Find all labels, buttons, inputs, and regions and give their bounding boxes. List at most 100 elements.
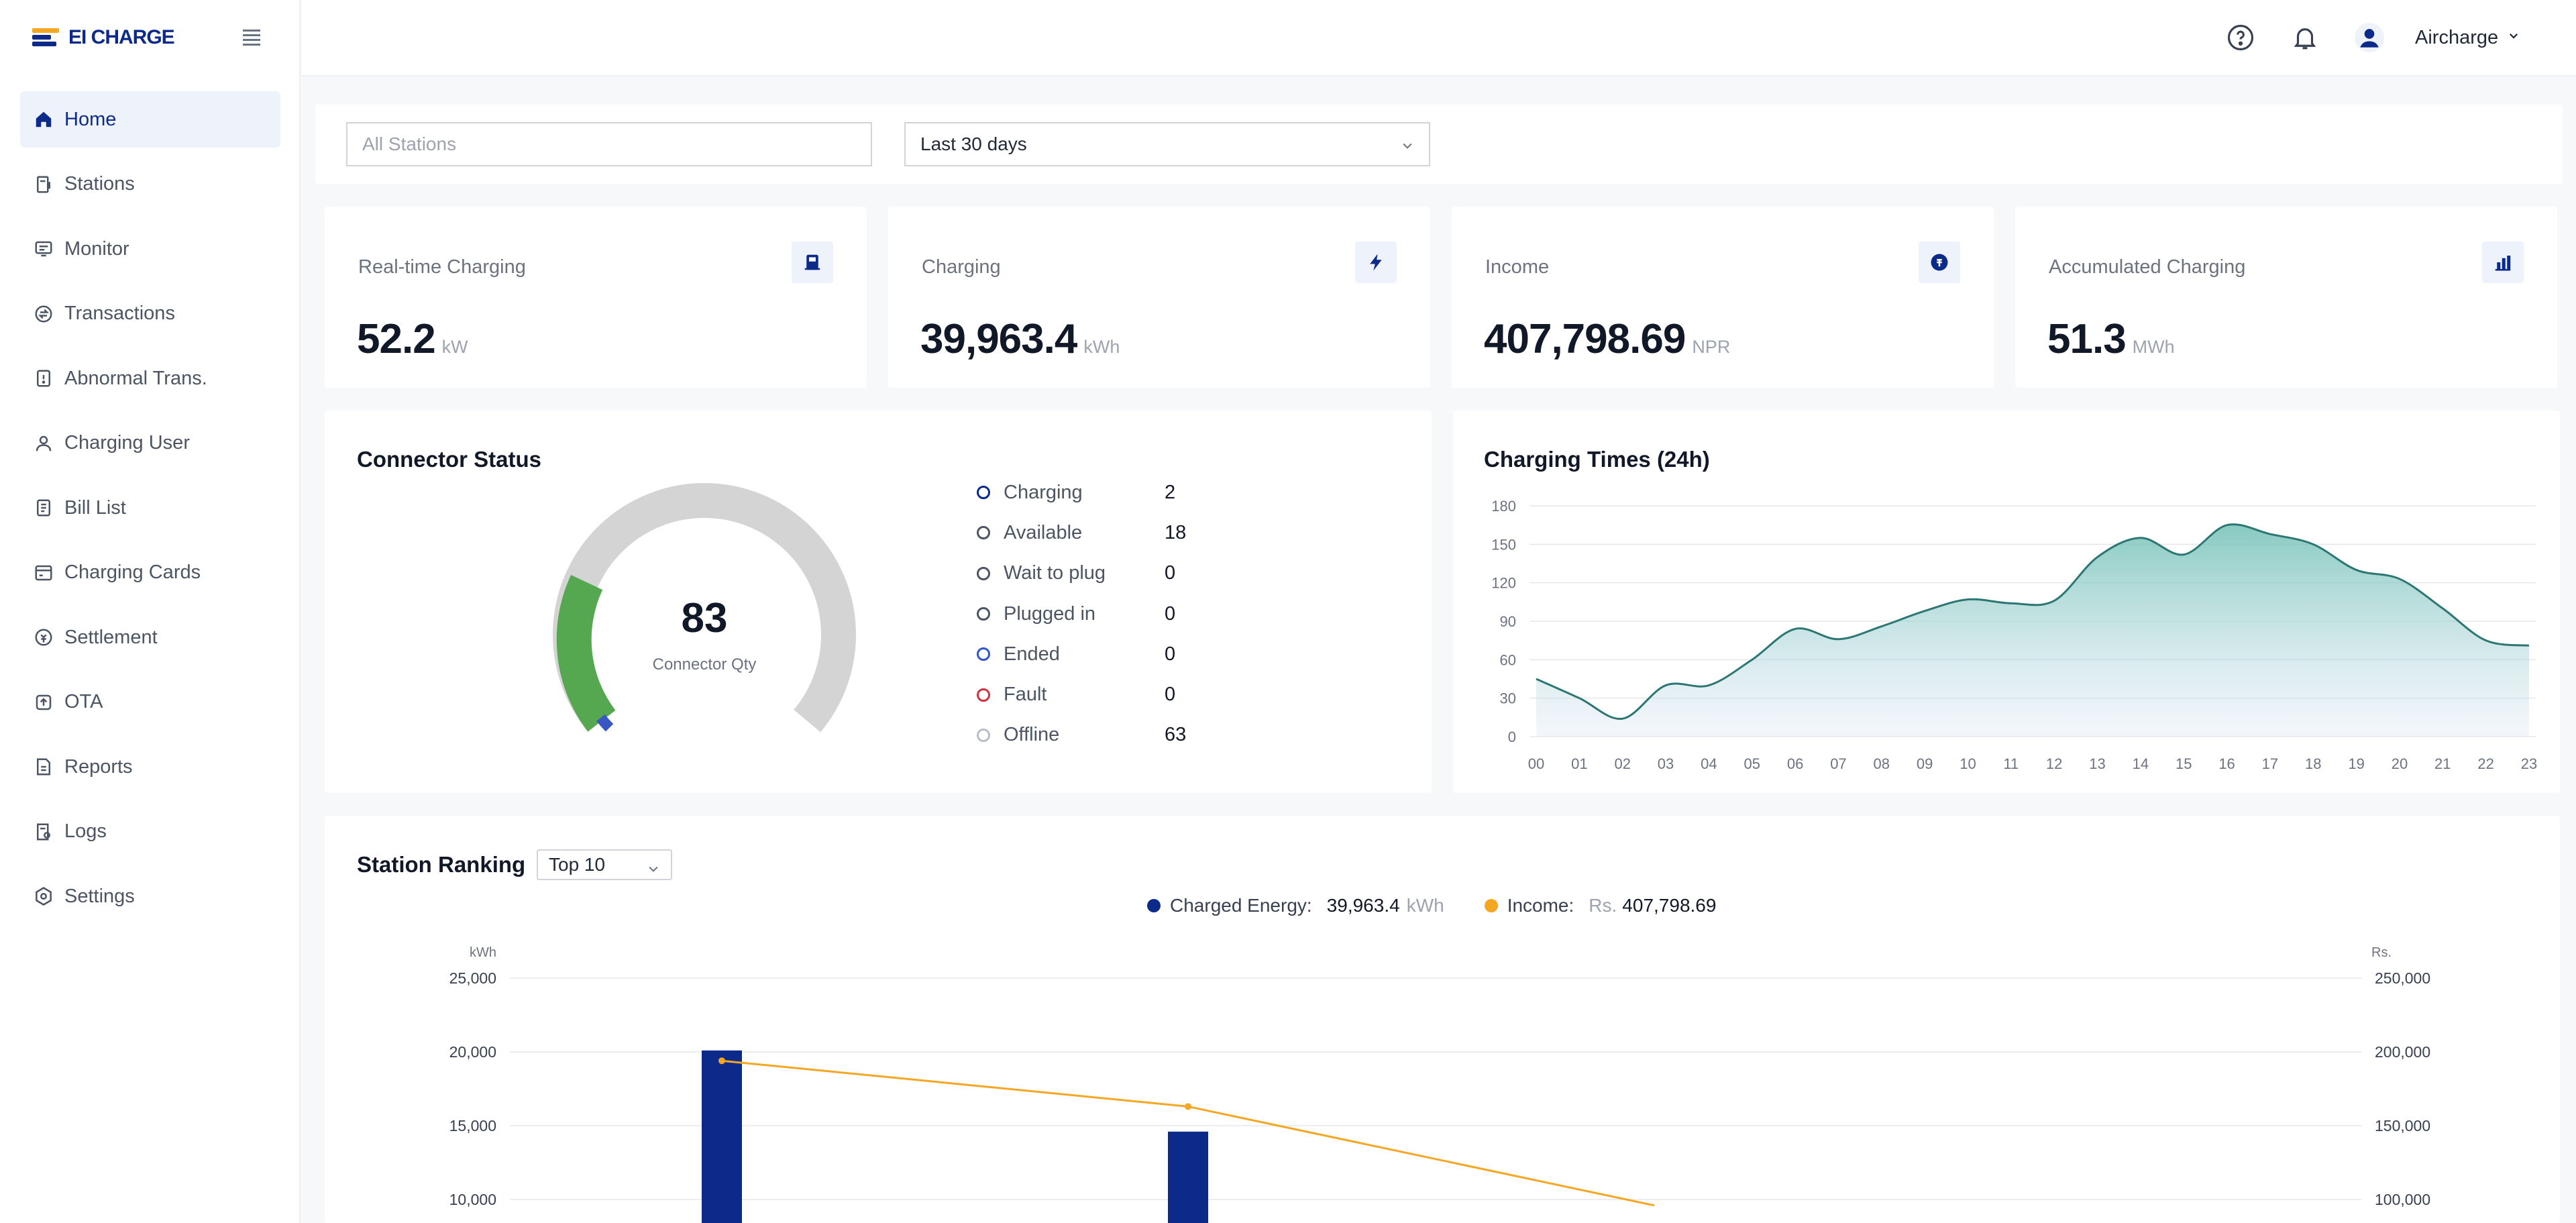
x-tick-label: 19 xyxy=(2348,755,2364,772)
x-tick-label: 18 xyxy=(2305,755,2321,772)
gauge-charging-segment xyxy=(596,714,614,732)
sidebar-item-monitor[interactable]: Monitor xyxy=(20,221,280,277)
status-value: 2 xyxy=(1165,481,1176,503)
status-dot-icon xyxy=(977,728,990,742)
sidebar-item-settings[interactable]: Settings xyxy=(20,868,280,924)
card-icon xyxy=(32,562,55,584)
monitor-icon xyxy=(32,237,55,260)
energy-bar[interactable] xyxy=(702,1050,742,1223)
status-label: Ended xyxy=(1004,643,1060,665)
y-tick-label: 0 xyxy=(1508,729,1516,745)
avatar[interactable] xyxy=(2355,23,2384,52)
stat-card-income: Income 407,798.69 NPR xyxy=(1452,207,1994,388)
sidebar-nav: Home Stations Monitor Transactions Abnor… xyxy=(20,91,280,933)
sidebar-item-bill-list[interactable]: Bill List xyxy=(20,480,280,536)
stat-label: Accumulated Charging xyxy=(2049,256,2246,278)
stat-unit: MWh xyxy=(2132,337,2175,357)
station-ranking-chart: kWh Rs. 10,000 100,000 15,000 150,000 20,000 20… xyxy=(449,945,2430,1223)
y-tick-label: 90 xyxy=(1500,613,1516,630)
sidebar-item-home[interactable]: Home xyxy=(20,91,280,148)
status-label: Plugged in xyxy=(1004,602,1096,625)
x-tick-label: 15 xyxy=(2176,755,2192,772)
x-tick-label: 04 xyxy=(1701,755,1717,772)
sidebar-item-logs[interactable]: Logs xyxy=(20,804,280,860)
help-icon[interactable] xyxy=(2226,23,2255,52)
gauge-available-segment xyxy=(556,575,616,732)
sidebar-item-label: Bill List xyxy=(64,496,126,519)
station-input[interactable] xyxy=(362,134,871,155)
menu-toggle-icon[interactable] xyxy=(243,30,260,46)
transactions-icon xyxy=(32,303,55,325)
x-tick-label: 23 xyxy=(2521,755,2537,772)
income-point[interactable] xyxy=(1185,1103,1191,1110)
income-point[interactable] xyxy=(718,1057,725,1065)
stat-label: Charging xyxy=(922,256,1001,278)
legend-energy-label: Charged Energy: xyxy=(1170,895,1312,916)
bar-chart-icon xyxy=(2482,242,2524,283)
status-dot-icon xyxy=(977,486,990,500)
legend-energy-unit: kWh xyxy=(1406,895,1444,916)
y-tick-label: 150 xyxy=(1491,536,1516,553)
sidebar-item-label: Settlement xyxy=(64,626,158,648)
x-tick-label: 06 xyxy=(1787,755,1803,772)
brand-logo[interactable]: EI CHARGE xyxy=(32,24,175,51)
sidebar-item-charging-cards[interactable]: Charging Cards xyxy=(20,545,280,601)
sidebar-item-ota[interactable]: OTA xyxy=(20,674,280,731)
status-row-fault: Fault 0 xyxy=(977,674,1186,714)
bell-icon[interactable] xyxy=(2290,23,2320,52)
station-search-field[interactable] xyxy=(346,122,872,166)
right-tick-label: 250,000 xyxy=(2375,969,2430,987)
left-tick-label: 25,000 xyxy=(449,969,496,987)
sidebar-item-abnormal[interactable]: Abnormal Trans. xyxy=(20,350,280,407)
right-tick-label: 100,000 xyxy=(2375,1191,2430,1208)
stat-unit: kWh xyxy=(1083,337,1120,357)
chevron-down-icon xyxy=(647,859,660,872)
user-icon xyxy=(32,432,55,455)
charging-times-area xyxy=(1536,524,2529,737)
status-dot-icon xyxy=(977,688,990,702)
left-tick-label: 15,000 xyxy=(449,1117,496,1134)
x-tick-label: 11 xyxy=(2003,755,2019,772)
sidebar-item-label: Settings xyxy=(64,885,135,907)
right-tick-label: 200,000 xyxy=(2375,1043,2430,1061)
legend-income-value: 407,798.69 xyxy=(1622,895,1717,916)
ota-icon xyxy=(32,691,55,714)
sidebar-item-transactions[interactable]: Transactions xyxy=(20,286,280,342)
status-label: Charging xyxy=(1004,481,1083,503)
stat-value: 52.2 kW xyxy=(357,315,468,363)
left-axis-unit: kWh xyxy=(470,945,496,960)
station-ranking-title: Station Ranking xyxy=(357,852,526,877)
bill-icon xyxy=(32,496,55,519)
reports-icon xyxy=(32,755,55,778)
top-n-value: Top 10 xyxy=(549,854,606,875)
stat-card-realtime: Real-time Charging 52.2 kW xyxy=(325,207,867,388)
sidebar-item-label: Logs xyxy=(64,820,107,842)
sidebar: EI CHARGE Home Stations Monitor Transact… xyxy=(0,0,301,1223)
x-tick-label: 14 xyxy=(2133,755,2149,772)
x-tick-label: 09 xyxy=(1917,755,1933,772)
charging-times-title: Charging Times (24h) xyxy=(1484,447,1710,472)
status-dot-icon xyxy=(977,607,990,621)
sidebar-item-settlement[interactable]: Settlement xyxy=(20,609,280,666)
stat-label: Real-time Charging xyxy=(358,256,526,278)
period-select[interactable]: Last 30 days xyxy=(904,122,1430,166)
connector-status-list: Charging 2 Available 18 Wait to plug 0 P… xyxy=(977,472,1186,755)
top-n-select[interactable]: Top 10 xyxy=(537,849,672,880)
energy-bar[interactable] xyxy=(1168,1131,1208,1223)
bolt-icon xyxy=(1355,242,1397,283)
right-tick-label: 150,000 xyxy=(2375,1117,2430,1134)
legend-income-prefix: Rs. xyxy=(1589,895,1617,916)
station-icon xyxy=(792,242,833,283)
sidebar-item-charging-user[interactable]: Charging User xyxy=(20,415,280,472)
stat-number: 407,798.69 xyxy=(1484,316,1686,362)
x-tick-label: 17 xyxy=(2262,755,2278,772)
connector-gauge: 83 Connector Qty xyxy=(553,483,856,733)
chevron-down-icon xyxy=(1401,136,1414,149)
sidebar-item-stations[interactable]: Stations xyxy=(20,156,280,213)
user-menu[interactable]: Aircharge xyxy=(2415,23,2520,52)
sidebar-item-label: Charging User xyxy=(64,432,190,454)
status-value: 18 xyxy=(1165,521,1187,543)
sidebar-item-reports[interactable]: Reports xyxy=(20,739,280,795)
sidebar-item-label: Reports xyxy=(64,755,133,778)
sidebar-item-label: OTA xyxy=(64,691,103,712)
